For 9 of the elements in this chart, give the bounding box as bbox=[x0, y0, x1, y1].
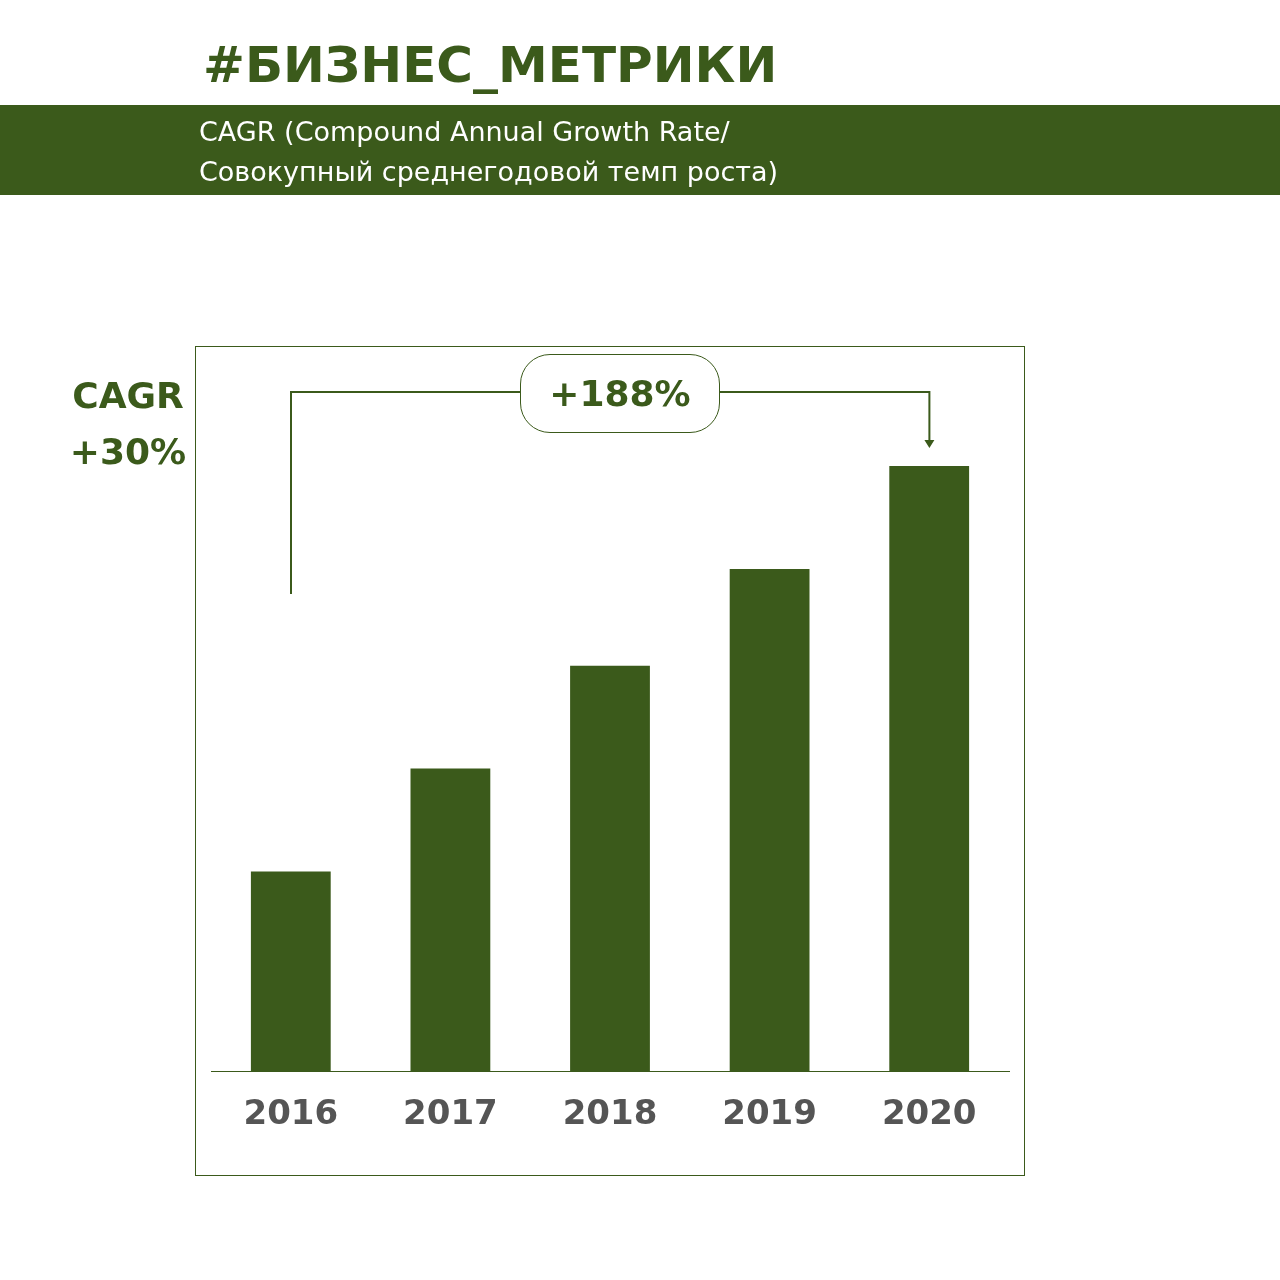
x-tick-label: 2016 bbox=[243, 1092, 339, 1133]
x-tick-label: 2019 bbox=[722, 1092, 817, 1133]
chart-title: #БИЗНЕС_МЕТРИКИ bbox=[203, 36, 778, 94]
x-tick-label: 2018 bbox=[562, 1092, 658, 1133]
text: CAGR +30% bbox=[68, 374, 188, 474]
x-tick-label: 2017 bbox=[403, 1092, 498, 1133]
text: +188% bbox=[520, 353, 720, 433]
chart-subtitle: CAGR (Compound Annual Growth Rate/Совокупный среднегодовой темп роста) bbox=[199, 115, 780, 189]
x-tick-label: 2020 bbox=[881, 1092, 977, 1133]
